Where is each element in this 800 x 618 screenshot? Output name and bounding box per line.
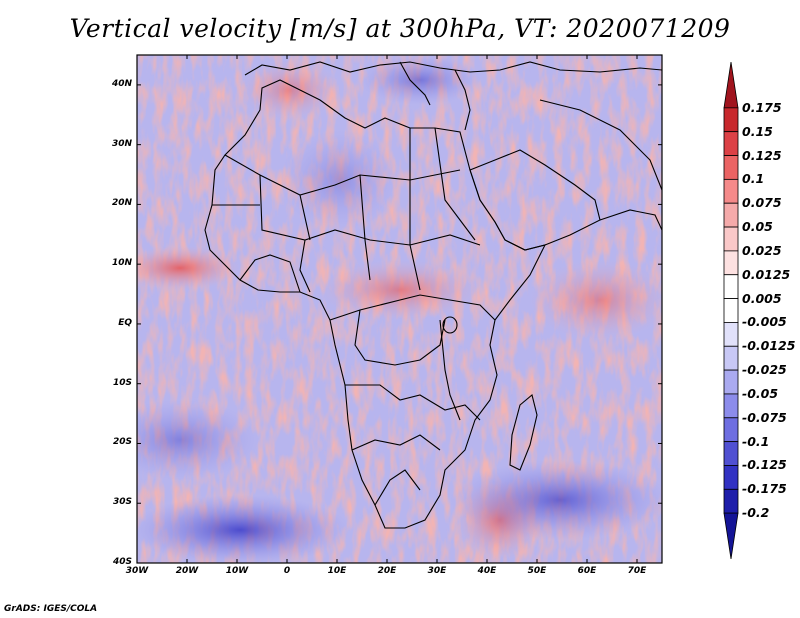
colorbar-label: -0.075: [742, 409, 787, 425]
colorbar-label: 0.025: [742, 242, 782, 258]
velocity-field: [137, 55, 662, 563]
colorbar-label: 0.175: [742, 99, 782, 115]
colorbar-label: -0.2: [742, 505, 770, 521]
colorbar-label: 0.15: [742, 123, 773, 139]
colorbar-swatch: [723, 298, 739, 323]
lon-tick-label: 10E: [327, 566, 347, 576]
colorbar-swatch: [723, 107, 739, 133]
colorbar-label: -0.1: [742, 433, 770, 449]
lon-tick-label: 10W: [225, 566, 249, 576]
lon-tick-label: 20E: [377, 566, 397, 576]
colorbar-label: 0.005: [742, 290, 782, 306]
colorbar-label: -0.125: [742, 457, 787, 473]
lat-tick-label: 40S: [112, 557, 132, 567]
colorbar-swatch: [723, 131, 739, 156]
lon-tick-label: 30W: [125, 566, 149, 576]
map-frame: [136, 54, 663, 564]
colorbar-swatch: [723, 178, 739, 204]
colorbar-swatch: [723, 488, 739, 514]
colorbar-label: -0.0125: [742, 338, 796, 354]
colorbar-label: 0.075: [742, 195, 782, 211]
colorbar-swatch: [723, 226, 739, 252]
colorbar-label: 0.05: [742, 219, 773, 235]
colorbar-swatch: [723, 393, 739, 419]
colorbar-swatch: [723, 345, 739, 371]
colorbar-swatch: [723, 61, 739, 109]
lon-tick-label: 50E: [527, 566, 547, 576]
colorbar-label: -0.005: [742, 314, 787, 330]
colorbar-label: 0.1: [742, 171, 765, 187]
lat-tick-label: 40N: [111, 78, 132, 89]
colorbar-label: -0.025: [742, 362, 787, 378]
colorbar-label: -0.175: [742, 481, 787, 497]
axis-ticks: [136, 55, 662, 564]
lon-tick-label: 70E: [627, 566, 647, 576]
colorbar-swatch: [723, 322, 739, 347]
colorbar-swatch: [723, 250, 739, 276]
lon-tick-label: 60E: [577, 566, 597, 576]
colorbar-swatch: [723, 441, 739, 466]
madagascar-coastline: [509, 394, 538, 471]
colorbar-swatch: [723, 465, 739, 490]
lat-tick-label: EQ: [118, 317, 132, 328]
lat-tick-label: 10N: [111, 258, 132, 269]
lat-tick-label: 30S: [112, 497, 132, 508]
lat-tick-label: 20S: [112, 437, 132, 448]
lat-tick-label: 30N: [111, 138, 132, 149]
lon-tick-label: 20W: [175, 566, 199, 576]
arabia-coastline: [469, 149, 601, 251]
colorbar-label: 0.125: [742, 147, 782, 163]
colorbar-swatch: [723, 512, 739, 560]
lat-tick-label: 10S: [112, 377, 132, 388]
colorbar-label: -0.05: [742, 385, 779, 401]
colorbar-swatch: [723, 155, 739, 180]
lon-tick-label: 40E: [477, 566, 497, 576]
lon-tick-label: 0: [283, 566, 291, 576]
colorbar-swatch: [723, 274, 739, 299]
colorbar-swatch: [723, 202, 739, 228]
africa-coastline: [204, 79, 547, 529]
grads-credit: GrADS: IGES/COLA: [4, 604, 98, 614]
colorbar-swatch: [723, 417, 739, 443]
coastlines: [204, 61, 662, 529]
lat-tick-label: 20N: [111, 198, 132, 209]
lon-tick-label: 30E: [427, 566, 447, 576]
colorbar-label: 0.0125: [742, 266, 791, 282]
colorbar-swatch: [723, 369, 739, 395]
map-title: Vertical velocity [m/s] at 300hPa, VT: 2…: [69, 14, 731, 43]
colorbar: [723, 61, 739, 560]
